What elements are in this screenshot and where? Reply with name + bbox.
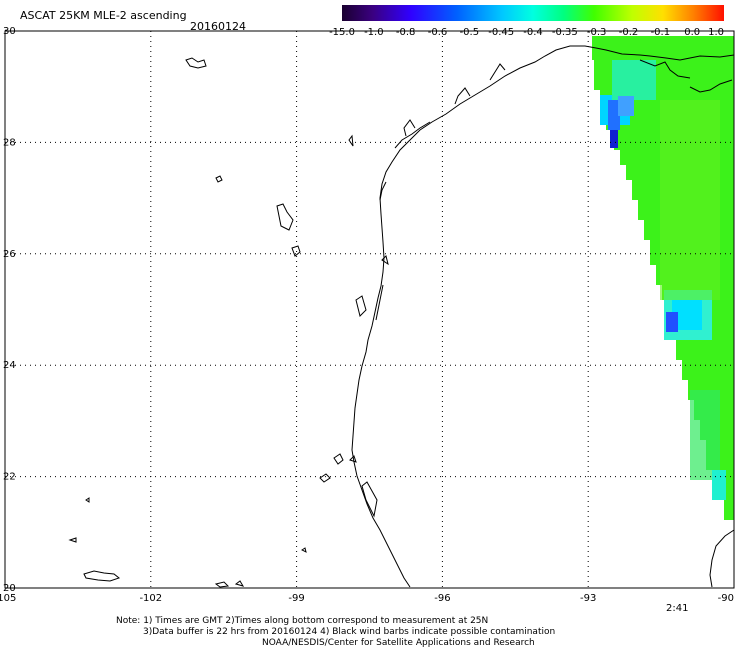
colorbar-tick-label: -1.0 [364,27,384,38]
lon-label: -102 [139,593,162,604]
lon-label: -90 [718,593,734,604]
colorbar-tick-label: -0.45 [488,27,514,38]
swath-blue-patch-2 [666,312,678,332]
coastline [351,45,735,588]
colorbar-tick-label: -0.3 [587,27,607,38]
latitude-labels: 30 28 26 24 22 20 [3,26,16,594]
colorbar-tick-label: -0.4 [523,27,543,38]
swath-yellowgreen-area [660,100,720,300]
swath-lightblue-patch [618,96,634,116]
swath-darkblue-patch [610,130,618,148]
lon-label: -99 [288,593,304,604]
swath-data [592,36,734,520]
colorbar: -15.0 -1.0 -0.8 -0.6 -0.5 -0.45 -0.4 -0.35 -0.3 -… [329,5,724,38]
product-date: 20160124 [190,20,246,33]
lon-label: -93 [580,593,596,604]
lat-label: 30 [3,26,16,37]
swath-blue-patch [608,100,620,130]
colorbar-tick-label: -0.5 [460,27,480,38]
lat-label: 20 [3,583,16,594]
footer-note-1: Note: 1) Times are GMT 2)Times along bot… [116,616,489,626]
colorbar-tick-label: -0.6 [428,27,448,38]
colorbar-tick-label: -0.8 [396,27,416,38]
lat-label: 22 [3,472,16,483]
colorbar-tick-label: -0.1 [651,27,671,38]
colorbar-tick-label: -15.0 [329,27,355,38]
swath-green-area [690,390,720,480]
footer-credit: NOAA/NESDIS/Center for Satellite Applica… [262,638,535,648]
lat-label: 28 [3,137,16,148]
footer-note-2: 3)Data buffer is 22 hrs from 20160124 4)… [143,627,556,637]
swath-cyan-patch-3 [712,470,726,500]
product-title: ASCAT 25KM MLE-2 ascending [20,9,187,22]
longitude-labels: -105 -102 -99 -96 -93 -90 [0,593,734,604]
lon-label: -105 [0,593,16,604]
swath-mint-patch [612,60,656,100]
islands [68,57,389,588]
lon-label: -96 [434,593,450,604]
time-label: 2:41 [666,603,688,614]
colorbar-tick-label: 1.0 [708,27,724,38]
lat-label: 26 [3,249,16,260]
colorbar-tick-label: -0.35 [552,27,578,38]
colorbar-tick-label: -0.2 [619,27,639,38]
lat-label: 24 [3,360,16,371]
colorbar-gradient [342,5,724,21]
colorbar-tick-label: 0.0 [684,27,700,38]
plot-border [4,30,735,589]
